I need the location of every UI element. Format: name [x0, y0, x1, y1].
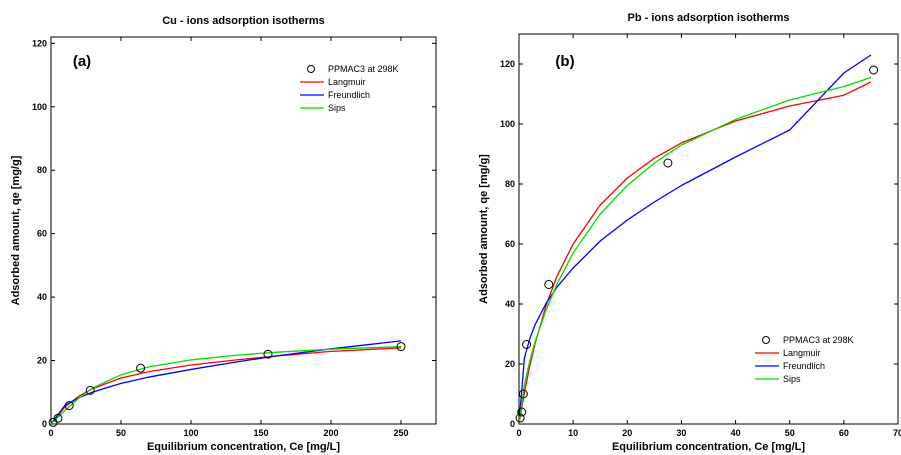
data-point — [263, 349, 273, 359]
series-group — [519, 54, 872, 424]
legend-label: Langmuir — [328, 77, 366, 87]
y-tick-label: 100 — [32, 102, 47, 112]
x-tick-label: 0 — [516, 428, 521, 438]
x-tick-label: 40 — [731, 428, 741, 438]
data-point — [517, 407, 527, 417]
legend-label: Langmuir — [783, 348, 821, 358]
data-point — [396, 342, 406, 352]
chart-1: 0 10 20 30 40 50 60 70 0 20 40 60 80 100 120 Pb - ions … — [478, 12, 901, 453]
data-point — [663, 158, 673, 168]
x-tick-label: 150 — [253, 428, 268, 438]
chart-title: Pb - ions adsorption isotherms — [628, 12, 790, 24]
legend: PPMAC3 at 298K Langmuir Freundlich Sips — [300, 64, 399, 113]
x-tick-label: 50 — [116, 428, 126, 438]
legend-marker — [307, 65, 315, 73]
legend-label: Sips — [328, 103, 346, 113]
chart-0: 0 50 100 150 200 250 0 20 40 60 80 100 120 Cu - ions … — [10, 15, 437, 453]
legend-label: Freundlich — [783, 361, 825, 371]
y-tick-label: 60 — [37, 229, 47, 239]
y-tick-label: 80 — [505, 179, 515, 189]
series-group — [51, 340, 402, 424]
y-tick-label: 100 — [500, 119, 515, 129]
y-axis-label: Adsorbed amount, qe [mg/g] — [478, 154, 490, 304]
x-tick-label: 250 — [393, 428, 408, 438]
series-line-freundlich — [51, 340, 402, 424]
y-tick-label: 40 — [505, 299, 515, 309]
data-point — [64, 401, 74, 411]
data-point — [515, 413, 525, 423]
panel-label: (b) — [555, 53, 574, 70]
data-point — [53, 413, 63, 423]
plot-area — [50, 36, 437, 425]
y-tick-label: 80 — [37, 165, 47, 175]
y-tick-label: 20 — [505, 359, 515, 369]
y-tick-label: 60 — [505, 239, 515, 249]
data-point — [136, 363, 146, 373]
x-tick-label: 60 — [839, 428, 849, 438]
y-tick-label: 120 — [500, 59, 515, 69]
data-point — [518, 389, 528, 399]
data-point — [85, 385, 95, 395]
panel-label: (a) — [73, 53, 91, 70]
y-axis-label: Adsorbed amount, qe [mg/g] — [10, 155, 22, 305]
legend: PPMAC3 at 298K Langmuir Freundlich Sips — [755, 335, 854, 384]
x-tick-label: 70 — [893, 428, 901, 438]
y-tick-label: 40 — [37, 292, 47, 302]
plot-area — [518, 33, 899, 425]
series-line-sips — [519, 76, 872, 424]
legend-label: Freundlich — [328, 90, 370, 100]
data-point — [869, 65, 879, 75]
legend-label: Sips — [783, 374, 801, 384]
x-tick-label: 20 — [622, 428, 632, 438]
y-tick-label: 0 — [42, 419, 47, 429]
x-tick-label: 10 — [568, 428, 578, 438]
series-line-sips — [51, 345, 402, 424]
x-tick-label: 0 — [48, 428, 53, 438]
y-tick-label: 120 — [32, 38, 47, 48]
x-axis-label: Equilibrium concentration, Ce [mg/L] — [612, 441, 805, 453]
x-tick-label: 100 — [183, 428, 198, 438]
y-tick-label: 20 — [37, 356, 47, 366]
chart-title: Cu - ions adsorption isotherms — [162, 15, 325, 27]
x-axis-label: Equilibrium concentration, Ce [mg/L] — [147, 441, 340, 453]
series-line-freundlich — [519, 54, 872, 424]
legend-marker — [762, 336, 770, 344]
data-point — [522, 340, 532, 349]
data-point — [544, 280, 554, 289]
y-tick-label: 0 — [510, 419, 515, 429]
legend-label: PPMAC3 at 298K — [783, 335, 854, 345]
x-tick-label: 30 — [676, 428, 686, 438]
legend-label: PPMAC3 at 298K — [328, 64, 399, 74]
x-tick-label: 200 — [323, 428, 338, 438]
series-line-langmuir — [519, 81, 872, 424]
x-tick-label: 50 — [785, 428, 795, 438]
